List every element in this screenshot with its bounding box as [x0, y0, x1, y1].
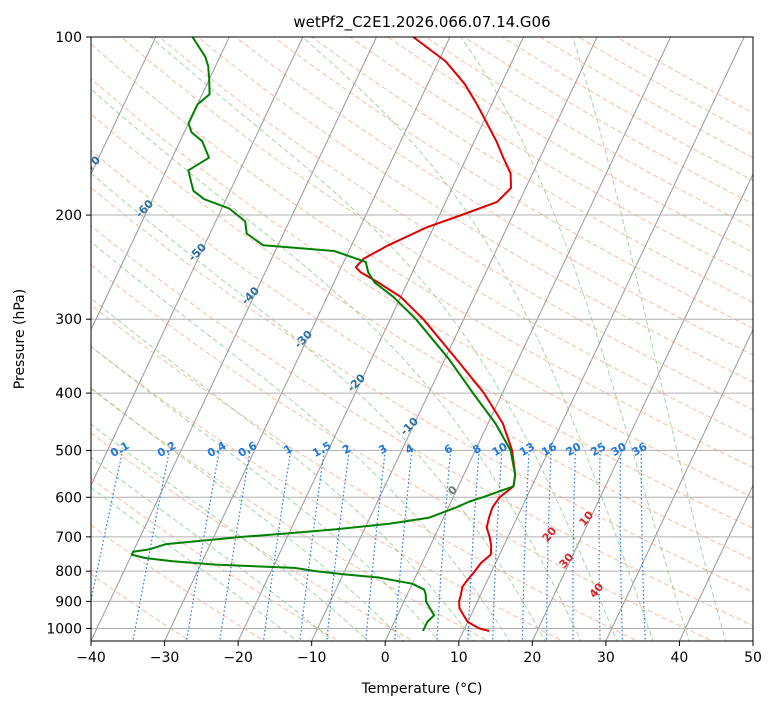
profiles — [130, 37, 517, 632]
x-tick-label: 0 — [381, 650, 390, 666]
isotherm — [91, 37, 304, 487]
x-tick-label: 50 — [744, 650, 762, 666]
x-tick-label: 10 — [450, 650, 468, 666]
mixing-ratio-line — [467, 450, 480, 641]
mixing-ratio-line — [572, 450, 576, 641]
x-tick-label: 40 — [671, 650, 689, 666]
y-tick-label: 100 — [55, 30, 82, 46]
chart-title: wetPf2_C2E1.2026.066.07.14.G06 — [293, 13, 550, 32]
isotherm — [91, 37, 157, 176]
x-tick-label: −10 — [297, 650, 327, 666]
mixing-ratio-line — [91, 450, 124, 604]
x-tick-label: 30 — [597, 650, 615, 666]
x-tick-label: −40 — [76, 650, 106, 666]
gridlines — [91, 37, 753, 641]
y-tick-label: 200 — [55, 208, 82, 224]
dry-adiabat — [91, 186, 753, 593]
dry-adiabat — [120, 37, 753, 439]
y-tick-label: 400 — [55, 386, 82, 402]
temperature-profile — [354, 37, 517, 632]
mixing-ratio-line — [546, 450, 552, 641]
isotherm — [605, 328, 753, 641]
isotherm — [384, 37, 672, 641]
dry-adiabat — [91, 43, 753, 469]
mixing-ratio-line — [132, 450, 171, 641]
isotherm — [458, 37, 745, 641]
isotherm — [678, 484, 753, 641]
y-tick-label: 500 — [55, 443, 82, 459]
isotherm — [91, 37, 378, 641]
dry-adiabat — [91, 149, 753, 561]
isotherm — [531, 172, 753, 641]
mixing-ratio-line — [521, 450, 530, 641]
y-axis-label: Pressure (hPa) — [12, 289, 28, 389]
mixing-ratio-line — [619, 450, 624, 641]
y-tick-label: 900 — [55, 594, 82, 610]
mixing-ratio-line — [640, 450, 646, 641]
dry-adiabat — [91, 113, 753, 529]
dewpoint-profile — [130, 37, 517, 632]
dry-adiabat — [91, 432, 415, 641]
mixing-ratio-line — [492, 450, 503, 641]
y-tick-label: 700 — [55, 530, 82, 546]
x-axis-label: Temperature (°C) — [361, 681, 483, 697]
moist-adiabat — [149, 37, 618, 641]
y-tick-label: 600 — [55, 490, 82, 506]
x-tick-label: −30 — [150, 650, 180, 666]
mixing-ratio-line — [436, 450, 452, 641]
x-axis: −40 −30 −20 −10 0 10 20 30 40 50 — [76, 641, 762, 666]
isotherm — [91, 37, 230, 331]
isotherm — [237, 37, 525, 641]
y-tick-label: 800 — [55, 564, 82, 580]
y-tick-label: 1000 — [46, 621, 82, 637]
x-tick-label: 20 — [523, 650, 541, 666]
y-axis: 100 200 300 400 500 600 700 800 900 1000 — [46, 30, 91, 637]
dry-adiabat — [310, 37, 753, 303]
mixing-ratio-line — [598, 450, 601, 641]
plot-frame — [90, 36, 754, 642]
x-tick-label: −20 — [223, 650, 253, 666]
isotherm — [311, 37, 598, 641]
dry-adiabat — [158, 37, 753, 411]
y-tick-label: 300 — [55, 312, 82, 328]
